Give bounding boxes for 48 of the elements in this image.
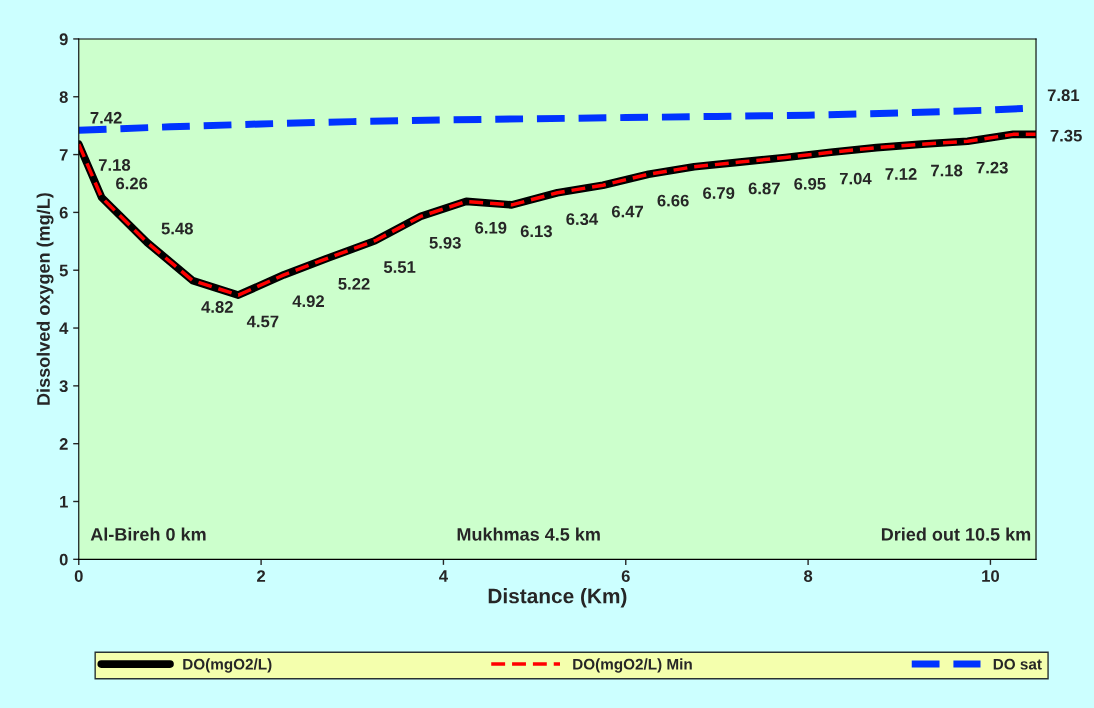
data-label: 6.87	[748, 182, 780, 195]
data-label: 7.42	[90, 111, 122, 124]
y-tick-label: 2	[59, 438, 68, 450]
data-label: 7.81	[1047, 89, 1080, 102]
data-label: 5.22	[338, 277, 370, 290]
data-label: 6.19	[475, 221, 507, 234]
data-label: 7.35	[1050, 129, 1082, 142]
data-label: 7.12	[885, 168, 917, 180]
annotation: Dried out 10.5 km	[881, 527, 1031, 541]
data-label: 4.57	[246, 315, 279, 328]
data-label: 7.18	[931, 164, 963, 177]
x-tick-label: 8	[804, 570, 813, 582]
y-axis-title: Dissolved oxygen (mg/L)	[36, 193, 54, 405]
x-tick-label: 0	[74, 570, 83, 582]
y-tick-label: 6	[59, 206, 68, 219]
data-label: 6.95	[794, 177, 826, 190]
legend-label: DO(mgO2/L)	[183, 658, 272, 673]
y-tick-label: 1	[60, 496, 68, 508]
data-label: 6.47	[611, 205, 644, 218]
data-label: 5.51	[383, 261, 416, 273]
legend-label: DO sat	[993, 658, 1042, 670]
y-tick-label: 8	[59, 91, 68, 103]
x-axis-title: Distance (Km)	[488, 588, 627, 608]
data-label: 6.26	[116, 177, 148, 190]
data-label: 4.92	[292, 295, 324, 308]
data-label: 6.34	[566, 213, 599, 226]
data-label: 6.13	[520, 225, 552, 238]
x-tick-label: 2	[257, 570, 266, 582]
y-tick-label: 3	[59, 380, 68, 393]
annotation: Mukhmas 4.5 km	[457, 527, 600, 541]
legend-label: DO(mgO2/L) Min	[573, 658, 692, 673]
data-label: 5.48	[161, 222, 193, 235]
data-label: 7.18	[98, 159, 131, 171]
y-tick-label: 4	[59, 322, 69, 335]
data-label: 6.66	[657, 194, 689, 207]
annotation: Al-Bireh 0 km	[90, 527, 206, 541]
data-label: 7.23	[976, 161, 1008, 174]
y-tick-label: 5	[59, 264, 68, 277]
data-label: 5.93	[429, 236, 461, 249]
data-label: 4.82	[201, 301, 233, 313]
y-tick-label: 9	[59, 33, 68, 46]
data-label: 6.79	[703, 187, 735, 199]
y-tick-label: 7	[59, 149, 68, 161]
x-tick-label: 4	[439, 570, 448, 582]
y-tick-label: 0	[59, 553, 68, 566]
x-tick-label: 6	[621, 570, 630, 582]
data-label: 7.04	[839, 172, 872, 185]
x-tick-label: 10	[982, 570, 1000, 582]
